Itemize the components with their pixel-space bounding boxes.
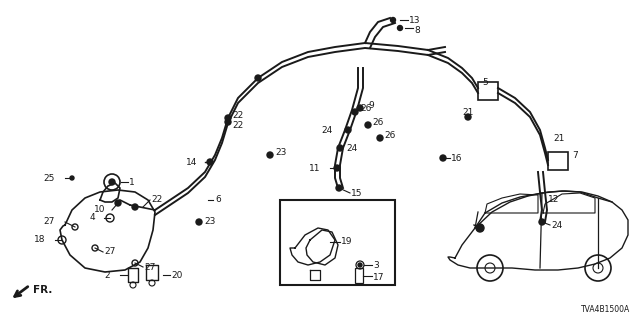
Circle shape xyxy=(397,26,403,30)
Text: 7: 7 xyxy=(572,150,578,159)
Text: 5: 5 xyxy=(482,77,488,86)
Text: 8: 8 xyxy=(414,26,420,35)
Text: 22: 22 xyxy=(151,195,163,204)
Circle shape xyxy=(225,115,231,121)
Circle shape xyxy=(337,145,343,151)
Circle shape xyxy=(334,165,340,171)
Text: 20: 20 xyxy=(171,270,182,279)
Bar xyxy=(280,200,395,285)
Text: 24: 24 xyxy=(322,125,333,134)
Text: 4: 4 xyxy=(90,213,95,222)
Circle shape xyxy=(345,127,351,133)
Text: 13: 13 xyxy=(409,15,420,25)
Text: 27: 27 xyxy=(44,217,55,226)
Text: 2: 2 xyxy=(104,270,110,279)
Text: 23: 23 xyxy=(204,218,216,227)
Text: 24: 24 xyxy=(346,143,357,153)
Circle shape xyxy=(196,219,202,225)
Circle shape xyxy=(70,176,74,180)
Text: 22: 22 xyxy=(232,110,243,119)
Text: 11: 11 xyxy=(308,164,320,172)
Circle shape xyxy=(267,152,273,158)
Circle shape xyxy=(390,18,396,22)
Text: 22: 22 xyxy=(232,121,243,130)
Text: 27: 27 xyxy=(104,247,115,257)
Circle shape xyxy=(115,200,121,206)
Text: 17: 17 xyxy=(373,273,385,282)
Text: 21: 21 xyxy=(462,108,474,116)
Circle shape xyxy=(365,122,371,128)
Text: 21: 21 xyxy=(553,133,564,142)
Circle shape xyxy=(357,105,363,111)
Text: 18: 18 xyxy=(33,236,45,244)
Text: 27: 27 xyxy=(144,262,156,271)
Text: 6: 6 xyxy=(215,196,221,204)
Text: 14: 14 xyxy=(186,157,197,166)
Text: FR.: FR. xyxy=(33,285,52,295)
Text: 26: 26 xyxy=(384,131,396,140)
Text: 26: 26 xyxy=(360,103,371,113)
Circle shape xyxy=(225,119,231,125)
Circle shape xyxy=(440,155,446,161)
Bar xyxy=(355,268,363,283)
Bar xyxy=(478,82,498,100)
Text: 23: 23 xyxy=(275,148,286,156)
Text: 16: 16 xyxy=(451,154,463,163)
Circle shape xyxy=(377,135,383,141)
Circle shape xyxy=(539,219,545,225)
Text: 26: 26 xyxy=(372,117,383,126)
Circle shape xyxy=(255,75,261,81)
Text: 10: 10 xyxy=(93,205,105,214)
Text: 19: 19 xyxy=(341,237,353,246)
Text: 12: 12 xyxy=(548,196,559,204)
Circle shape xyxy=(358,263,362,267)
Circle shape xyxy=(476,224,484,232)
Circle shape xyxy=(352,109,358,115)
Text: TVA4B1500A: TVA4B1500A xyxy=(580,305,630,314)
Circle shape xyxy=(109,179,115,185)
Circle shape xyxy=(336,185,342,191)
Text: 3: 3 xyxy=(373,260,379,269)
Text: 15: 15 xyxy=(351,189,362,198)
Circle shape xyxy=(207,159,213,165)
Circle shape xyxy=(465,114,471,120)
Bar xyxy=(548,152,568,170)
Circle shape xyxy=(132,204,138,210)
Text: 24: 24 xyxy=(551,220,563,229)
Text: 25: 25 xyxy=(44,173,55,182)
Text: 9: 9 xyxy=(368,100,374,109)
Text: 1: 1 xyxy=(129,178,135,187)
